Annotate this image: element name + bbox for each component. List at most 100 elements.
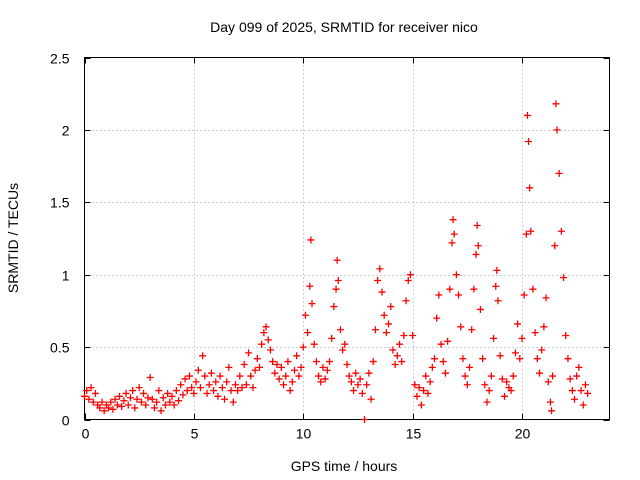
data-point [258,340,266,348]
data-point [336,326,344,334]
data-point [514,320,522,328]
data-point [387,303,395,311]
x-tick-label: 15 [406,426,422,442]
data-point [153,398,161,406]
data-point [284,358,292,366]
data-point [210,387,218,395]
plot-frame [84,57,610,420]
data-point [529,285,537,293]
data-point [256,363,263,371]
data-point [396,340,403,348]
data-point [231,381,239,389]
data-point [365,369,373,377]
data-point [422,372,430,380]
data-point [509,372,517,380]
x-tick-label: 5 [191,426,199,442]
data-point [470,285,478,293]
data-point [157,407,165,415]
data-point [140,389,148,397]
data-point [363,381,371,389]
data-point [192,378,200,386]
data-point [385,320,393,328]
data-point [402,297,410,305]
data-point [221,395,228,403]
data-point [474,242,482,250]
data-point [406,271,414,279]
data-point [511,349,519,357]
data-point [113,401,121,409]
data-point [417,401,425,409]
y-tick-label: 0.5 [50,340,70,356]
data-point [468,326,476,334]
data-point [126,394,134,402]
data-point [253,355,261,363]
data-point [376,265,384,273]
data-point [350,387,358,395]
y-tick-label: 1 [62,268,70,284]
data-point [194,366,202,374]
data-point [476,305,484,313]
data-point [343,360,351,368]
data-point [459,355,467,363]
data-point [266,346,274,354]
data-point [170,401,178,409]
data-point [490,334,498,342]
data-point [481,381,489,389]
data-point [251,366,259,374]
axis-ticks: 0 5 10 15 20 0 0.5 1 1.5 2 2.5 [50,51,610,442]
data-point [540,323,548,331]
data-point [472,250,480,258]
data-point [225,363,233,371]
data-point [426,378,434,386]
data-point [275,375,283,383]
data-point [413,392,421,400]
data-point [531,329,539,337]
data-point [247,372,255,380]
data-point [190,389,198,397]
data-point [516,355,524,363]
data-point [216,372,224,380]
data-point [420,387,428,395]
data-point [448,239,456,247]
data-point [105,404,113,412]
data-point [146,374,154,382]
data-point [501,392,508,400]
data-point [330,303,338,311]
data-point [520,291,528,299]
data-point [297,363,305,371]
data-point [457,323,465,331]
data-point [538,346,546,354]
data-point [118,402,126,410]
data-point [85,395,93,403]
data-point [227,387,235,395]
data-point [439,358,447,366]
chart-title: Day 099 of 2025, SRMTID for receiver nic… [210,19,478,35]
data-point [498,375,506,383]
data-point [339,346,347,354]
x-tick-label: 10 [296,426,312,442]
data-point [566,375,574,383]
data-point [96,404,104,412]
data-point [177,381,185,389]
data-point [441,369,449,377]
data-point [352,369,360,377]
data-point [223,378,231,386]
data-point [312,358,320,366]
data-point [356,375,364,383]
x-tick-label: 0 [82,426,90,442]
data-point [361,416,368,423]
data-point [573,372,581,380]
data-point [111,395,119,403]
data-point [164,389,172,397]
data-point [428,363,436,371]
data-point [155,387,163,395]
data-point [473,221,481,229]
data-point [205,381,213,389]
data-point [159,394,167,402]
data-point [107,398,115,406]
data-point [496,352,504,360]
data-point [321,375,329,383]
data-point [503,378,511,386]
